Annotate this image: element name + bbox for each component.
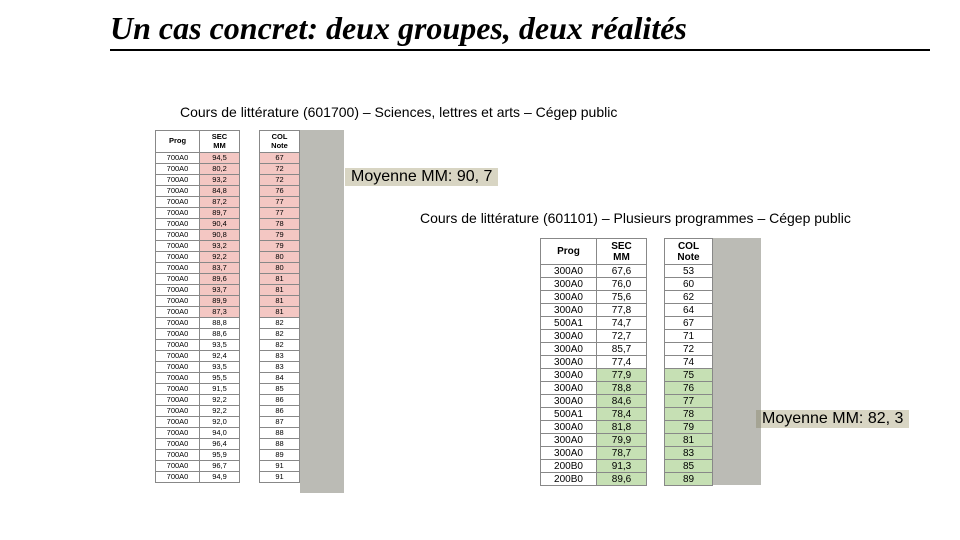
table-row: 300A075,662: [541, 291, 713, 304]
table-1-mask: [300, 130, 344, 493]
table-row: 700A083,780: [156, 263, 300, 274]
table-2-wrap: ProgSECMMCOLNote300A067,653300A076,06030…: [540, 238, 713, 486]
table-row: 300A081,879: [541, 421, 713, 434]
table-row: 700A096,791: [156, 461, 300, 472]
table-row: 700A088,682: [156, 329, 300, 340]
table-row: 500A174,767: [541, 317, 713, 330]
table-row: 700A090,879: [156, 230, 300, 241]
table-row: 700A089,981: [156, 296, 300, 307]
table-row: 700A092,483: [156, 351, 300, 362]
subtitle-1: Cours de littérature (601700) – Sciences…: [180, 104, 617, 120]
table-row: 300A079,981: [541, 434, 713, 447]
table-row: 700A093,582: [156, 340, 300, 351]
subtitle-2: Cours de littérature (601101) – Plusieur…: [420, 210, 851, 226]
table-row: 700A092,280: [156, 252, 300, 263]
table-row: 300A084,677: [541, 395, 713, 408]
table-row: 700A093,272: [156, 175, 300, 186]
table-row: 300A078,876: [541, 382, 713, 395]
average-mm-1: Moyenne MM: 90, 7: [345, 168, 498, 186]
table-row: 700A090,478: [156, 219, 300, 230]
table-1-wrap: ProgSECMMCOLNote700A094,567700A080,27270…: [155, 130, 300, 483]
table-2-mask: [713, 238, 761, 485]
table-row: 300A077,864: [541, 304, 713, 317]
table-row: 700A093,279: [156, 241, 300, 252]
table-row: 700A092,087: [156, 417, 300, 428]
table-row: 700A093,583: [156, 362, 300, 373]
table-row: 300A077,474: [541, 356, 713, 369]
table-row: 700A094,991: [156, 472, 300, 483]
table-row: 700A092,286: [156, 406, 300, 417]
table-row: 700A094,567: [156, 153, 300, 164]
table-row: 700A093,781: [156, 285, 300, 296]
table-row: 700A087,381: [156, 307, 300, 318]
table-row: 700A089,777: [156, 208, 300, 219]
average-mm-2: Moyenne MM: 82, 3: [756, 410, 909, 428]
table-row: 700A091,585: [156, 384, 300, 395]
table-row: 500A178,478: [541, 408, 713, 421]
table-row: 200B089,689: [541, 473, 713, 486]
table-row: 700A095,989: [156, 450, 300, 461]
table-row: 700A080,272: [156, 164, 300, 175]
slide-title: Un cas concret: deux groupes, deux réali…: [110, 10, 930, 51]
table-2: ProgSECMMCOLNote300A067,653300A076,06030…: [540, 238, 713, 486]
table-row: 700A092,286: [156, 395, 300, 406]
table-row: 300A078,783: [541, 447, 713, 460]
table-row: 300A067,653: [541, 265, 713, 278]
table-row: 700A088,882: [156, 318, 300, 329]
table-row: 300A077,975: [541, 369, 713, 382]
table-row: 700A096,488: [156, 439, 300, 450]
table-row: 200B091,385: [541, 460, 713, 473]
table-row: 300A085,772: [541, 343, 713, 356]
table-1: ProgSECMMCOLNote700A094,567700A080,27270…: [155, 130, 300, 483]
table-row: 700A087,277: [156, 197, 300, 208]
table-row: 300A076,060: [541, 278, 713, 291]
table-row: 700A095,584: [156, 373, 300, 384]
table-row: 700A084,876: [156, 186, 300, 197]
table-row: 700A094,088: [156, 428, 300, 439]
table-row: 300A072,771: [541, 330, 713, 343]
table-row: 700A089,681: [156, 274, 300, 285]
